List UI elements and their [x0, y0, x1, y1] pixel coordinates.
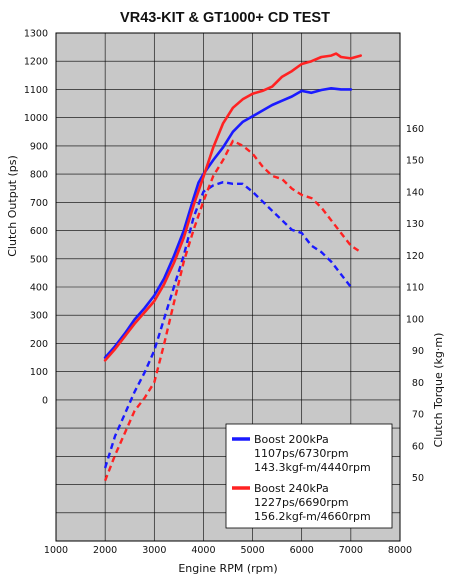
x-tick-label: 6000 — [290, 545, 314, 556]
legend-peak-output-240: 1227ps/6690rpm — [254, 496, 349, 509]
output-line-boost-240 — [103, 52, 362, 362]
y-right-tick-label: 80 — [412, 378, 424, 389]
legend-peak-torque-240: 156.2kgf-m/4660rpm — [254, 510, 371, 523]
y-left-tick-label: 300 — [30, 311, 48, 322]
y-left-tick-label: 1200 — [24, 57, 48, 68]
y-axis-right-ticks: 50 60 70 80 90 100 110 120 130 140 150 160 — [406, 124, 424, 484]
legend-box — [225, 423, 393, 529]
y-axis-right-label: Clutch Torque (kg·m) — [432, 333, 445, 448]
y-left-tick-label: 0 — [42, 395, 48, 406]
y-right-tick-label: 160 — [406, 124, 424, 135]
y-right-tick-label: 140 — [406, 187, 424, 198]
x-tick-label: 2000 — [93, 545, 117, 556]
y-left-tick-label: 1100 — [24, 85, 48, 96]
y-axis-left-ticks: 0 100 200 300 400 500 600 700 800 900 1000 1100 1200… — [24, 29, 48, 407]
x-tick-label: 1000 — [44, 545, 68, 556]
torque-line-boost-200 — [103, 181, 352, 469]
x-tick-label: 5000 — [240, 545, 264, 556]
y-left-tick-label: 1300 — [24, 29, 48, 40]
legend-label-boost-240: Boost 240kPa — [254, 482, 329, 495]
x-axis-ticks: 1000 2000 3000 4000 5000 6000 7000 8000 — [44, 545, 412, 556]
y-left-tick-label: 400 — [30, 283, 48, 294]
y-right-tick-label: 50 — [412, 473, 424, 484]
output-line-boost-200 — [103, 87, 353, 359]
x-tick-label: 7000 — [339, 545, 363, 556]
chart-title: VR43-KIT & GT1000+ CD TEST — [120, 10, 330, 26]
y-left-tick-label: 900 — [30, 141, 48, 152]
y-right-tick-label: 110 — [406, 283, 424, 294]
y-left-tick-label: 1000 — [24, 113, 48, 124]
x-tick-label: 3000 — [142, 545, 166, 556]
y-right-tick-label: 70 — [412, 410, 424, 421]
y-right-tick-label: 120 — [406, 251, 424, 262]
y-left-tick-label: 600 — [30, 226, 48, 237]
y-right-tick-label: 150 — [406, 156, 424, 167]
y-axis-left-label: Clutch Output (ps) — [6, 155, 19, 257]
y-right-tick-label: 130 — [406, 219, 424, 230]
y-right-tick-label: 100 — [406, 314, 424, 325]
x-tick-label: 8000 — [388, 545, 412, 556]
y-right-tick-label: 90 — [412, 346, 424, 357]
y-left-tick-label: 800 — [30, 170, 48, 181]
x-tick-label: 4000 — [191, 545, 215, 556]
plot-frame — [55, 32, 401, 542]
y-left-tick-label: 200 — [30, 339, 48, 350]
torque-line-boost-240 — [103, 139, 362, 482]
y-left-tick-label: 700 — [30, 198, 48, 209]
y-left-tick-label: 500 — [30, 254, 48, 265]
legend-label-boost-200: Boost 200kPa — [254, 433, 329, 446]
legend-peak-output-200: 1107ps/6730rpm — [254, 447, 349, 460]
series-layer — [103, 52, 362, 482]
legend: Boost 200kPa 1107ps/6730rpm 143.3kgf-m/4… — [225, 423, 393, 529]
x-axis-label: Engine RPM (rpm) — [178, 562, 277, 575]
legend-peak-torque-200: 143.3kgf-m/4440rpm — [254, 461, 371, 474]
y-left-tick-label: 100 — [30, 367, 48, 378]
y-right-tick-label: 60 — [412, 441, 424, 452]
